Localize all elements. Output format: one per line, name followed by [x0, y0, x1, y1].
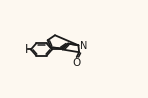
Text: O: O — [73, 58, 81, 68]
Text: N: N — [79, 41, 87, 51]
Text: I: I — [25, 43, 28, 56]
